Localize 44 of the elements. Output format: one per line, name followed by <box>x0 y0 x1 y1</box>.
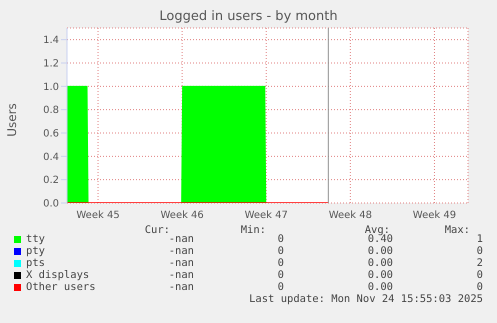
legend-label: Other users <box>26 281 96 293</box>
text: 1 <box>476 233 483 245</box>
y-tick-label: 0.6 <box>43 128 59 140</box>
y-tick-label: 0.2 <box>43 175 59 186</box>
y-tick-label: 0.4 <box>43 152 59 163</box>
text: 0 <box>278 257 284 269</box>
text: 0 <box>476 245 483 257</box>
text: -nan <box>168 257 194 269</box>
text: -nan <box>168 233 194 245</box>
y-tick-label: 1.2 <box>43 58 59 70</box>
x-tick-label: Week 49 <box>412 210 456 222</box>
y-tick-label: 1.0 <box>43 82 59 93</box>
y-axis-title: Users <box>5 103 20 137</box>
text: 0.00 <box>368 257 393 269</box>
y-tick-label: 0.8 <box>43 105 59 116</box>
text: 0.40 <box>368 233 393 245</box>
legend-label: tty <box>26 233 45 245</box>
text: 0.00 <box>368 245 393 257</box>
text: 0.00 <box>368 269 393 281</box>
text: 0.00 <box>368 281 393 293</box>
legend-label: pts <box>26 257 45 269</box>
legend-label: pty <box>26 245 45 257</box>
text: Cur: <box>144 224 170 236</box>
text: 0 <box>278 233 284 245</box>
text: 2 <box>476 257 483 269</box>
text: 0 <box>278 269 284 281</box>
chart-title: Logged in users - by month <box>158 9 339 24</box>
text: -nan <box>168 281 194 293</box>
text: 0 <box>278 245 284 257</box>
text: Last update: Mon Nov 24 15:55:03 2025 <box>249 293 483 305</box>
text: -nan <box>168 245 194 257</box>
y-tick-label: 0.0 <box>43 198 59 210</box>
x-tick-label: Week 48 <box>328 210 372 222</box>
text: Min: <box>240 224 266 236</box>
x-tick-label: Week 45 <box>76 210 120 222</box>
y-tick-label: 1.4 <box>43 35 59 46</box>
text: 0 <box>476 281 483 293</box>
text: -nan <box>168 269 194 281</box>
text: Max: <box>444 224 470 236</box>
legend-label: X displays <box>26 269 90 281</box>
x-tick-label: Week 46 <box>160 210 204 222</box>
text: 0 <box>476 269 483 281</box>
text: 0 <box>278 281 284 293</box>
x-tick-label: Week 47 <box>244 210 288 222</box>
